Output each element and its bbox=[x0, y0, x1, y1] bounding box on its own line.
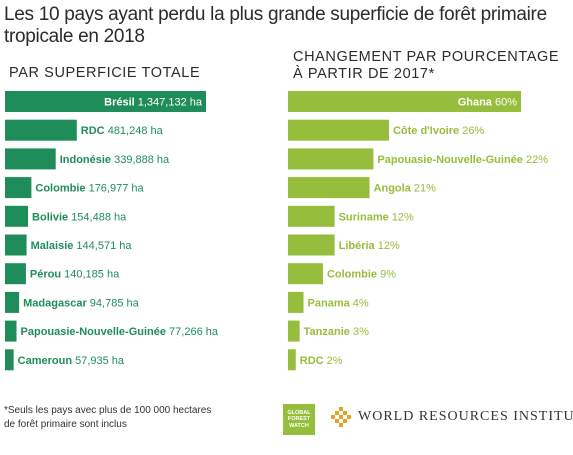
right-bar-label-2: Papouasie-Nouvelle-Guinée 22% bbox=[377, 154, 548, 166]
right-chart-heading: CHANGEMENT PAR POURCENTAGE À PARTIR DE 2… bbox=[293, 49, 560, 82]
right-bar-label-5: Libéria 12% bbox=[339, 240, 400, 252]
charts-area: Brésil 1,347,132 ha RDC 481,248 ha Indonés… bbox=[5, 91, 548, 371]
right-bar-label-1: Côte d'Ivoire 26% bbox=[393, 125, 484, 137]
right-bar-7 bbox=[288, 291, 304, 313]
left-bar-1 bbox=[5, 119, 77, 141]
right-bar-label-4: Suriname 12% bbox=[339, 211, 414, 223]
right-bar-0 bbox=[288, 91, 521, 112]
right-bar-9 bbox=[288, 349, 296, 371]
footnote: *Seuls les pays avec plus de 100 000 hec… bbox=[4, 405, 212, 430]
wri-name: WORLD RESOURCES INSTITUTE bbox=[358, 409, 573, 424]
global-forest-watch-logo: GLOBAL FOREST WATCH bbox=[283, 404, 315, 435]
left-bar-8 bbox=[5, 320, 17, 342]
right-bar-label-9: RDC 2% bbox=[300, 355, 343, 367]
left-bar-3 bbox=[5, 177, 32, 199]
wri-emblem-icon bbox=[331, 407, 351, 427]
right-bar-label-3: Angola 21% bbox=[374, 183, 437, 195]
chart-title: Les 10 pays ayant perdu la plus grande s… bbox=[4, 4, 547, 47]
left-bar-label-0: Brésil 1,347,132 ha bbox=[104, 97, 203, 109]
left-bar-label-1: RDC 481,248 ha bbox=[81, 125, 164, 137]
wri-logo: WORLD RESOURCES INSTITUTE bbox=[330, 406, 573, 428]
right-bar-2 bbox=[288, 148, 374, 170]
left-bar-label-8: Papouasie-Nouvelle-Guinée 77,266 ha bbox=[21, 326, 219, 338]
right-bar-label-0: Ghana 60% bbox=[458, 97, 518, 109]
left-bar-0 bbox=[5, 91, 206, 112]
right-bar-8 bbox=[288, 320, 300, 342]
left-chart-heading: PAR SUPERFICIE TOTALE bbox=[9, 65, 201, 81]
right-bar-label-7: Panama 4% bbox=[308, 297, 369, 309]
left-bar-label-9: Cameroun 57,935 ha bbox=[18, 355, 125, 367]
right-bar-label-6: Colombie 9% bbox=[327, 269, 396, 281]
left-bar-label-5: Malaisie 144,571 ha bbox=[31, 240, 133, 252]
left-bar-label-6: Pérou 140,185 ha bbox=[30, 269, 120, 281]
right-bar-3 bbox=[288, 177, 370, 199]
right-bar-5 bbox=[288, 234, 335, 256]
right-bar-label-8: Tanzanie 3% bbox=[304, 326, 369, 338]
left-bar-label-7: Madagascar 94,785 ha bbox=[23, 297, 139, 309]
left-bar-label-2: Indonésie 339,888 ha bbox=[60, 154, 170, 166]
left-bar-5 bbox=[5, 234, 27, 256]
left-bar-7 bbox=[5, 291, 20, 313]
right-bar-4 bbox=[288, 205, 335, 227]
left-bar-9 bbox=[5, 349, 14, 371]
left-bar-label-3: Colombie 176,977 ha bbox=[35, 183, 144, 195]
right-bar-6 bbox=[288, 263, 323, 285]
left-bar-6 bbox=[5, 263, 26, 285]
left-bar-2 bbox=[5, 148, 56, 170]
right-bar-1 bbox=[288, 119, 389, 141]
left-bar-4 bbox=[5, 205, 29, 227]
left-bar-label-4: Bolivie 154,488 ha bbox=[32, 211, 127, 223]
